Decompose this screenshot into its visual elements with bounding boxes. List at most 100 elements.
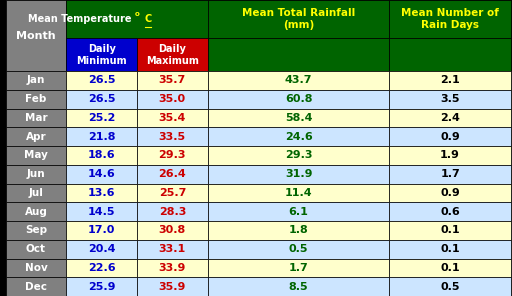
Text: 24.6: 24.6	[285, 132, 312, 142]
Bar	[390, 277, 510, 296]
Bar	[137, 240, 208, 258]
Text: 2.1: 2.1	[440, 75, 460, 86]
Text: 1.7: 1.7	[289, 263, 308, 273]
Text: May: May	[24, 150, 48, 160]
Bar	[208, 202, 390, 221]
Text: 33.5: 33.5	[159, 132, 186, 142]
Text: 26.4: 26.4	[158, 169, 186, 179]
Text: 35.7: 35.7	[159, 75, 186, 86]
Text: 20.4: 20.4	[88, 244, 115, 254]
Text: 43.7: 43.7	[285, 75, 312, 86]
Text: 1.8: 1.8	[289, 225, 308, 235]
Bar	[137, 202, 208, 221]
Bar	[208, 258, 390, 277]
Bar	[6, 240, 66, 258]
Text: 0.6: 0.6	[440, 207, 460, 217]
Bar	[390, 258, 510, 277]
Text: 26.5: 26.5	[88, 94, 115, 104]
Bar	[66, 0, 208, 38]
Bar	[66, 277, 137, 296]
Bar	[137, 38, 208, 71]
Text: 13.6: 13.6	[88, 188, 115, 198]
Bar	[6, 165, 66, 184]
Text: Jan: Jan	[27, 75, 45, 86]
Text: 6.1: 6.1	[289, 207, 309, 217]
Text: Daily
Maximum: Daily Maximum	[146, 44, 199, 65]
Bar	[137, 127, 208, 146]
Text: 0.9: 0.9	[440, 188, 460, 198]
Text: 0.1: 0.1	[440, 225, 460, 235]
Bar	[6, 146, 66, 165]
Bar	[66, 38, 137, 71]
Bar	[208, 38, 390, 71]
Text: 0.1: 0.1	[440, 244, 460, 254]
Text: 0.1: 0.1	[440, 263, 460, 273]
Text: 2.4: 2.4	[440, 113, 460, 123]
Bar	[390, 165, 510, 184]
Bar	[390, 184, 510, 202]
Text: 0.9: 0.9	[440, 132, 460, 142]
Text: 31.9: 31.9	[285, 169, 312, 179]
Bar	[6, 202, 66, 221]
Text: Apr: Apr	[26, 132, 46, 142]
Text: 30.8: 30.8	[159, 225, 186, 235]
Text: 14.6: 14.6	[88, 169, 116, 179]
Bar	[66, 71, 137, 90]
Bar	[208, 277, 390, 296]
Text: Mean Temperature: Mean Temperature	[28, 14, 135, 24]
Bar	[6, 221, 66, 240]
Text: 35.0: 35.0	[159, 94, 186, 104]
Text: 60.8: 60.8	[285, 94, 312, 104]
Text: 14.5: 14.5	[88, 207, 115, 217]
Bar	[6, 90, 66, 109]
Text: 29.3: 29.3	[159, 150, 186, 160]
Bar	[6, 277, 66, 296]
Bar	[137, 165, 208, 184]
Bar	[390, 221, 510, 240]
Bar	[6, 127, 66, 146]
Bar	[390, 71, 510, 90]
Bar	[208, 165, 390, 184]
Text: 1.9: 1.9	[440, 150, 460, 160]
Bar	[137, 221, 208, 240]
Text: 1.7: 1.7	[440, 169, 460, 179]
Bar	[137, 146, 208, 165]
Text: 28.3: 28.3	[159, 207, 186, 217]
Bar	[66, 165, 137, 184]
Bar	[66, 146, 137, 165]
Text: Aug: Aug	[25, 207, 48, 217]
Bar	[6, 109, 66, 127]
Text: 33.9: 33.9	[159, 263, 186, 273]
Text: 35.9: 35.9	[159, 281, 186, 292]
Bar	[137, 90, 208, 109]
Bar	[66, 240, 137, 258]
Text: 0.5: 0.5	[440, 281, 460, 292]
Bar	[66, 221, 137, 240]
Text: 17.0: 17.0	[88, 225, 115, 235]
Bar	[208, 0, 390, 38]
Bar	[208, 127, 390, 146]
Text: o: o	[135, 11, 140, 17]
Bar	[6, 258, 66, 277]
Text: 35.4: 35.4	[159, 113, 186, 123]
Bar	[66, 202, 137, 221]
Text: 25.2: 25.2	[88, 113, 115, 123]
Text: C: C	[144, 14, 152, 24]
Text: Dec: Dec	[25, 281, 47, 292]
Bar	[66, 258, 137, 277]
Text: Jul: Jul	[29, 188, 44, 198]
Text: Nov: Nov	[25, 263, 48, 273]
Bar	[208, 71, 390, 90]
Text: 25.7: 25.7	[159, 188, 186, 198]
Text: 58.4: 58.4	[285, 113, 312, 123]
Text: 26.5: 26.5	[88, 75, 115, 86]
Text: 3.5: 3.5	[440, 94, 460, 104]
Text: Month: Month	[16, 30, 56, 41]
Bar	[66, 109, 137, 127]
Bar	[390, 0, 510, 38]
Text: 25.9: 25.9	[88, 281, 115, 292]
Text: 22.6: 22.6	[88, 263, 115, 273]
Text: Oct: Oct	[26, 244, 46, 254]
Text: 33.1: 33.1	[159, 244, 186, 254]
Bar	[66, 184, 137, 202]
